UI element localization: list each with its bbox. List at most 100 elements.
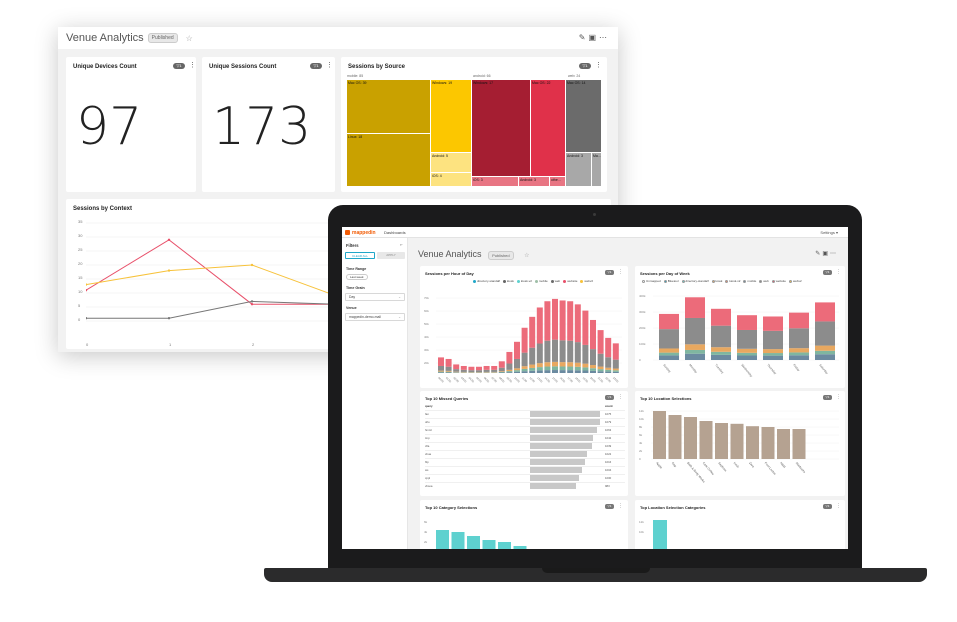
column-header-count[interactable]: count — [605, 404, 613, 408]
legend-item[interactable]: webv2 — [577, 279, 593, 283]
filter-badge[interactable]: ▽1 — [823, 395, 832, 400]
column-header-query[interactable]: query — [425, 404, 433, 408]
bar-segment — [483, 365, 490, 370]
table-row[interactable]: cfla 1039 — [425, 442, 625, 449]
x-tick-label: 03:00 — [460, 376, 468, 384]
filter-badge[interactable]: ▽1 — [173, 63, 185, 69]
time-grain-select[interactable]: Day ⌄ — [345, 293, 405, 301]
bar-segment — [506, 369, 513, 372]
legend-item[interactable]: directory-standalf — [470, 279, 500, 283]
filter-badge[interactable]: ▽1 — [823, 504, 832, 509]
legend-item[interactable]: kiosk-v2 — [514, 279, 532, 283]
star-icon[interactable]: ☆ — [185, 33, 193, 43]
legend-item[interactable]: directory-standalf — [679, 279, 709, 283]
legend-item[interactable]: website — [769, 279, 786, 283]
x-tick-label: Foot Locker — [764, 461, 777, 476]
x-tick-label: 16:00 — [559, 376, 567, 384]
kebab-icon[interactable]: ⋮ — [836, 269, 841, 275]
kebab-icon[interactable]: ⋮ — [326, 62, 333, 69]
filter-badge[interactable]: ▽1 — [310, 63, 322, 69]
kebab-icon[interactable]: ⋮ — [618, 269, 623, 275]
card-title: Sessions by Source — [348, 64, 406, 70]
kebab-icon[interactable]: ⋮ — [595, 62, 602, 69]
venue-select[interactable]: mappedin-demo-mall ⌄ — [345, 313, 405, 321]
edit-icon[interactable]: ✎ — [815, 251, 823, 257]
kebab-icon[interactable]: ⋮ — [189, 62, 196, 69]
legend-item[interactable]: mobile — [532, 279, 548, 283]
filter-badge[interactable]: ▽1 — [605, 270, 614, 275]
bar-segment — [763, 355, 783, 360]
legend-item[interactable]: webv2 — [786, 279, 802, 283]
apply-button[interactable]: APPLY — [377, 252, 405, 259]
y-tick-label: 60k — [424, 309, 429, 313]
star-icon[interactable]: ☆ — [524, 253, 530, 259]
table-row[interactable]: ofto 1079 — [425, 418, 625, 425]
bar — [513, 546, 527, 549]
bar-segment — [659, 355, 679, 360]
count-cell: 1022 — [605, 452, 612, 456]
legend-item[interactable]: web — [548, 279, 560, 283]
bar — [653, 520, 667, 549]
bar-segment — [536, 367, 543, 371]
filter-badge[interactable]: ▽1 — [579, 63, 591, 69]
time-range-label: Time Range — [346, 267, 367, 271]
x-tick-label: 06:00 — [483, 376, 491, 384]
query-cell: cfla — [425, 444, 430, 448]
x-tick-label: 00:00 — [437, 376, 445, 384]
count-cell: 1039 — [605, 444, 612, 448]
legend-item[interactable]: kiosk — [709, 279, 722, 283]
collapse-icon[interactable]: ⇤ — [400, 243, 404, 247]
bar-segment — [460, 365, 467, 370]
data-point — [86, 283, 88, 286]
filter-badge[interactable]: ▽1 — [605, 504, 614, 509]
legend-item[interactable]: Unmapped — [639, 279, 661, 283]
treemap-cell: Android: 5 — [431, 153, 471, 172]
filter-badge[interactable]: ▽1 — [605, 395, 614, 400]
kebab-icon[interactable]: ⋮ — [618, 503, 623, 509]
bar-segment — [597, 353, 604, 367]
sessions-per-hour-card: Sessions per Hour of Day ▽1 ⋮ directory-… — [420, 266, 628, 388]
kebab-icon[interactable]: ⋮ — [836, 394, 841, 400]
kebab-icon[interactable]: ⋮ — [618, 394, 623, 400]
bar-segment — [468, 366, 475, 371]
kebab-icon[interactable]: ⋮ — [836, 503, 841, 509]
legend-item[interactable]: web — [756, 279, 769, 283]
table-row[interactable]: hmml 1063 — [425, 426, 625, 433]
bar-segment — [514, 371, 520, 373]
legend-item[interactable]: website — [560, 279, 577, 283]
bar-segment — [438, 371, 444, 373]
data-point — [167, 317, 171, 320]
y-tick-label: 12k — [639, 409, 644, 413]
table-row[interactable]: cppl 1000 — [425, 474, 625, 481]
settings-menu[interactable]: Settings ▾ — [820, 230, 838, 235]
table-row[interactable]: fitp 1016 — [425, 458, 625, 465]
bar — [467, 536, 480, 549]
table-row[interactable]: tmp 1042 — [425, 434, 625, 441]
bar-segment — [491, 365, 498, 370]
query-cell: ws — [425, 468, 429, 472]
bar-segment — [536, 363, 543, 368]
x-tick-label: 2 — [252, 342, 255, 347]
layout-icon[interactable]: ▣ — [822, 251, 830, 257]
more-icon[interactable]: ⋯ — [830, 251, 838, 257]
table-row[interactable]: vbsoa 983 — [425, 482, 625, 489]
layout-icon[interactable]: ▣ — [588, 33, 599, 42]
bar-segment — [737, 348, 757, 353]
time-range-chip[interactable]: Last week — [346, 274, 368, 280]
table-row[interactable]: fan 1075 — [425, 410, 625, 417]
bar-segment — [685, 297, 705, 318]
table-row[interactable]: ws 1004 — [425, 466, 625, 473]
legend-item[interactable]: mobile — [740, 279, 756, 283]
more-icon[interactable]: ⋯ — [599, 33, 610, 42]
y-tick-label: 300k — [639, 310, 646, 314]
table-row[interactable]: xbua 1022 — [425, 450, 625, 457]
clear-all-button[interactable]: CLEAR ALL — [345, 252, 375, 259]
nav-dashboards[interactable]: Dashboards — [384, 230, 406, 235]
legend-item[interactable]: Bluetool — [661, 279, 679, 283]
bar-segment — [521, 327, 528, 353]
legend-item[interactable]: kiosk — [500, 279, 514, 283]
edit-icon[interactable]: ✎ — [578, 33, 589, 42]
filter-badge[interactable]: ▽1 — [823, 270, 832, 275]
legend-item[interactable]: kiosk-v2 — [722, 279, 740, 283]
bar-segment — [659, 352, 679, 356]
